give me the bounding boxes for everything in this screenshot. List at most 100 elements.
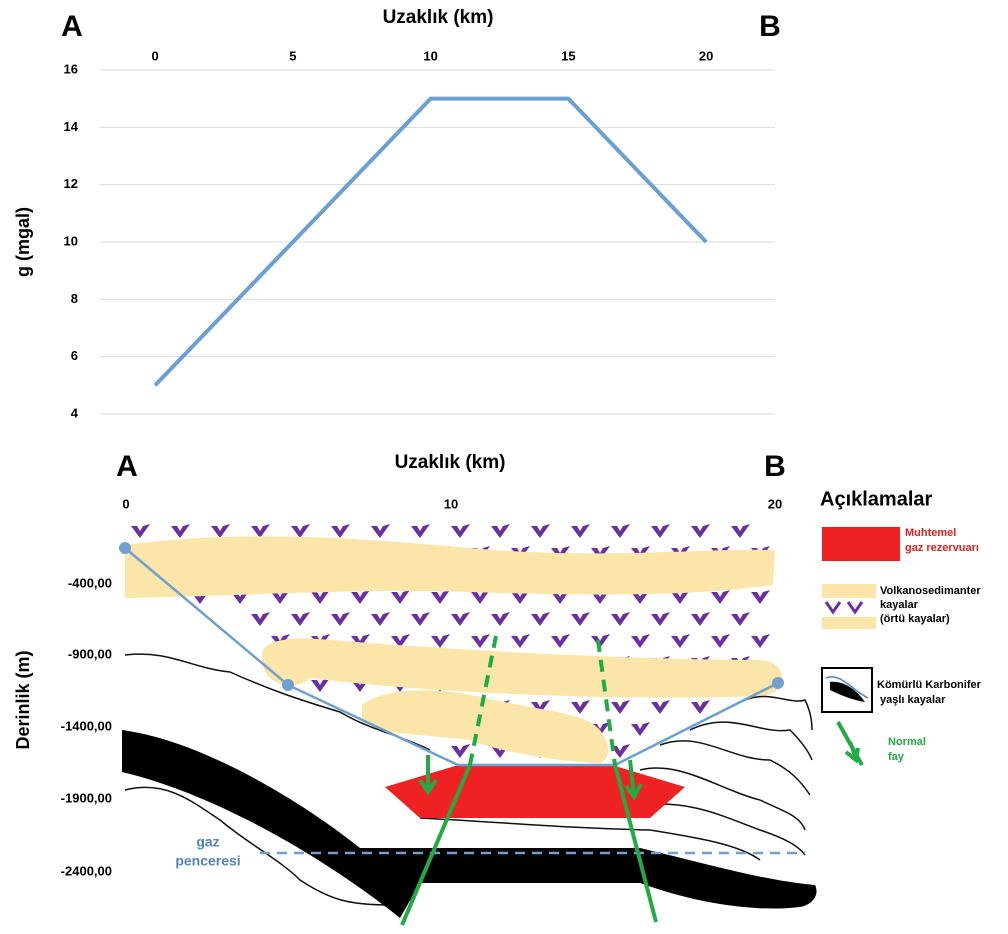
cover-rock-mark <box>571 612 590 626</box>
y-tick-label: -900,00 <box>68 646 112 661</box>
cover-rock-mark <box>251 524 270 538</box>
cover-rock-mark <box>371 524 390 538</box>
legend-text: Normal <box>888 736 926 748</box>
y-tick-label: 4 <box>71 405 79 420</box>
cover-rock-mark <box>291 612 310 626</box>
cover-rock-mark <box>611 524 630 538</box>
legend-text: Muhtemel <box>905 527 956 539</box>
x-tick-label: 10 <box>444 496 458 511</box>
annotation: B <box>764 450 786 483</box>
cover-rock-mark <box>411 612 430 626</box>
cover-rock-mark <box>711 590 730 604</box>
cover-rock-mark <box>491 524 510 538</box>
y-tick-label: 10 <box>64 233 78 248</box>
legend-text: kayalar <box>880 599 919 611</box>
y-tick-label: -400,00 <box>68 575 112 590</box>
y-tick-label: -1900,00 <box>61 790 112 805</box>
cover-rock-mark <box>451 744 470 758</box>
cover-rock-mark <box>531 612 550 626</box>
gas-window-label: penceresi <box>175 853 240 869</box>
cover-rock-mark <box>631 634 650 648</box>
stratum-line <box>745 696 812 730</box>
legend-title: Açıklamalar <box>820 488 933 510</box>
cover-rock-mark <box>691 612 710 626</box>
cover-rock-mark <box>671 634 690 648</box>
cover-rock-mark <box>651 700 670 714</box>
y-tick-label: -1400,00 <box>61 718 112 733</box>
legend: Açıklamalar Muhtemel gaz rezervuarı Volk… <box>820 488 982 765</box>
x-tick-label: 0 <box>122 496 129 511</box>
x-tick-label: 0 <box>151 48 158 63</box>
section-title: Uzaklık (km) <box>395 452 506 473</box>
cover-rock-mark <box>731 524 750 538</box>
cover-rock-mark <box>651 612 670 626</box>
legend-text: fay <box>888 751 905 763</box>
cover-rock-mark <box>711 634 730 648</box>
y-tick-label: 6 <box>71 348 78 363</box>
volcanosedimentary-band <box>262 639 783 698</box>
stratum-line <box>690 722 812 760</box>
legend-swatch <box>822 617 876 629</box>
volcanosedimentary-band <box>125 536 775 598</box>
legend-text: Volkanosedimanter <box>880 585 981 597</box>
annotation: A <box>116 450 138 483</box>
cover-rock-mark <box>691 700 710 714</box>
cover-rock-mark <box>691 524 710 538</box>
profile-point <box>282 679 294 691</box>
cover-rock-mark <box>611 612 630 626</box>
cover-rock-mark <box>451 524 470 538</box>
cover-rock-mark <box>431 634 450 648</box>
y-tick-label: 8 <box>71 291 78 306</box>
profile-point <box>119 542 131 554</box>
legend-swatch <box>838 722 862 765</box>
figure: Uzaklık (km) A B g (mgal) 4 6 8 10 12 14 16 0 5 1… <box>0 0 1008 929</box>
cover-rock-mark <box>611 700 630 714</box>
legend-swatch <box>826 602 862 612</box>
coal-bearing-rocks <box>122 730 817 918</box>
legend-swatch <box>822 584 876 598</box>
annotation: B <box>759 10 781 43</box>
y-tick-label: 14 <box>64 119 79 134</box>
cover-rock-mark <box>731 612 750 626</box>
cover-rock-mark <box>551 634 570 648</box>
cover-rock-mark <box>411 524 430 538</box>
cover-rock-mark <box>451 612 470 626</box>
legend-swatch <box>822 527 900 561</box>
cross-section: Uzaklık (km) A B 0 10 20 Derinlik (m) -4… <box>13 450 817 925</box>
y-tick-label: 16 <box>64 61 78 76</box>
cover-rock-mark <box>511 634 530 648</box>
cover-rock-mark <box>331 612 350 626</box>
x-tick-label: 20 <box>699 48 713 63</box>
cover-rock-mark <box>491 612 510 626</box>
cover-rock-mark <box>431 590 450 604</box>
cover-rock-mark <box>371 612 390 626</box>
legend-text: Kömürlü Karbonifer <box>877 679 982 691</box>
volcanosedimentary-band <box>362 690 608 763</box>
legend-text: gaz rezervuarı <box>905 542 979 554</box>
cover-rock-mark <box>471 634 490 648</box>
y-axis-label: g (mgal) <box>13 207 33 277</box>
y-tick-label: 12 <box>64 176 78 191</box>
y-tick-label: -2400,00 <box>61 863 112 878</box>
cover-rock-mark <box>571 700 590 714</box>
y-axis-label: Derinlik (m) <box>13 650 33 749</box>
cover-rock-mark <box>631 722 650 736</box>
x-tick-label: 10 <box>423 48 437 63</box>
cover-rock-mark <box>171 524 190 538</box>
cover-rock-mark <box>131 524 150 538</box>
cover-rock-mark <box>531 524 550 538</box>
cover-rock-mark <box>751 590 770 604</box>
x-tick-label: 20 <box>768 496 782 511</box>
chart-title: Uzaklık (km) <box>383 7 494 28</box>
cover-rock-mark <box>291 524 310 538</box>
cover-rock-mark <box>211 524 230 538</box>
stratum-line <box>640 804 805 855</box>
cover-rock-mark <box>351 590 370 604</box>
x-tick-label: 5 <box>289 48 296 63</box>
x-tick-label: 15 <box>561 48 575 63</box>
legend-text: yaşlı kayalar <box>880 694 946 706</box>
cover-rock-mark <box>751 634 770 648</box>
cover-rock-mark <box>571 524 590 538</box>
cover-rock-mark <box>391 590 410 604</box>
